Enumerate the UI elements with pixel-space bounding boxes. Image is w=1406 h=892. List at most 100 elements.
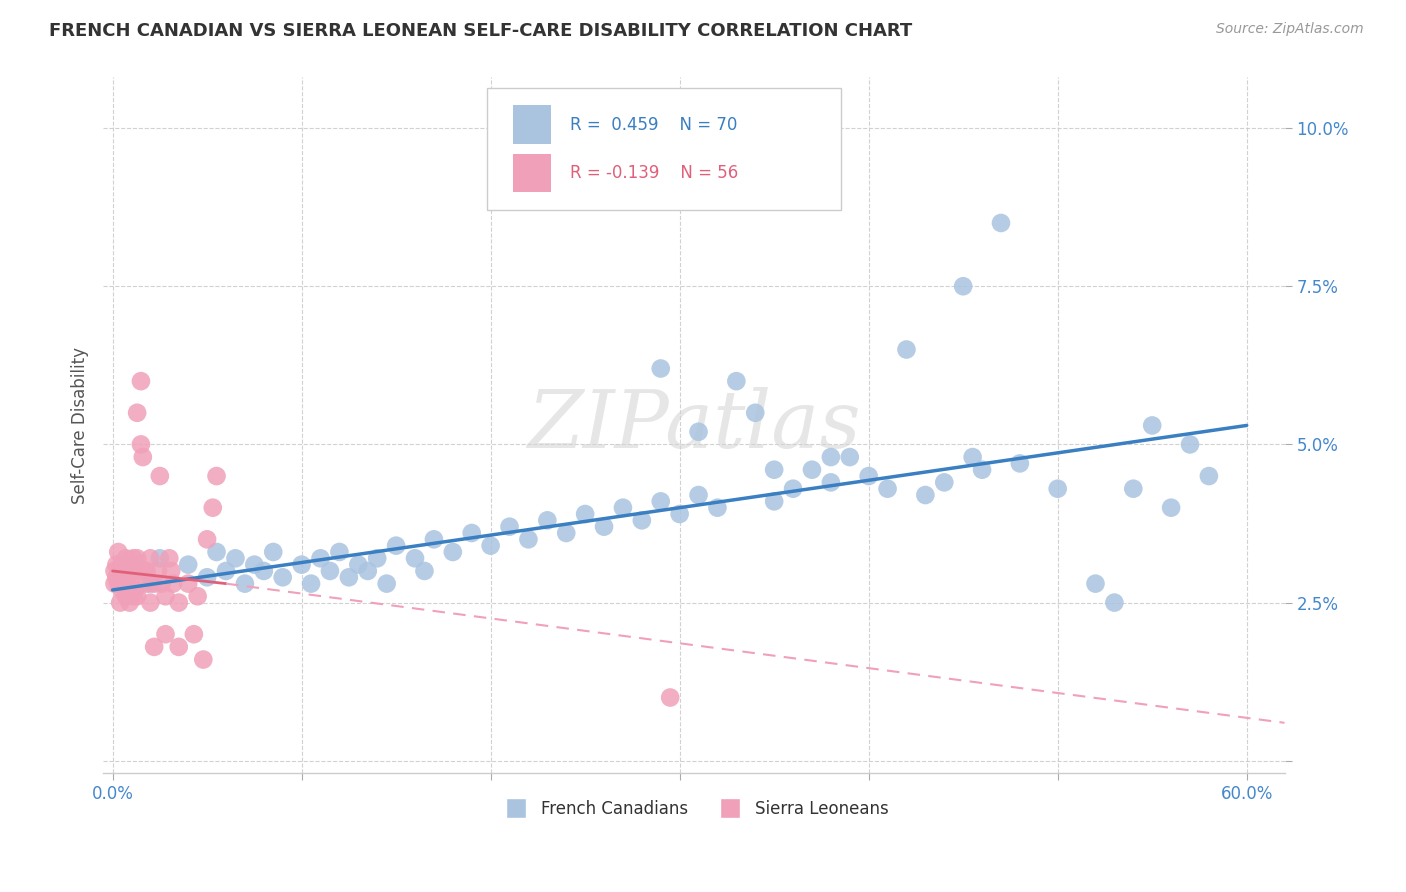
Point [858, 469, 880, 483]
Point [725, 374, 748, 388]
Point [112, 576, 135, 591]
Point [291, 558, 314, 572]
Point [117, 570, 139, 584]
Point [193, 652, 215, 666]
Point [187, 589, 209, 603]
Point [118, 558, 141, 572]
Point [357, 564, 380, 578]
Point [149, 469, 172, 483]
Point [896, 343, 918, 357]
Point [413, 564, 436, 578]
Point [215, 564, 238, 578]
Point [183, 627, 205, 641]
Point [574, 507, 596, 521]
Point [479, 539, 502, 553]
Point [111, 558, 134, 572]
Point [536, 513, 558, 527]
Point [195, 570, 218, 584]
Legend: French Canadians, Sierra Leoneans: French Canadians, Sierra Leoneans [492, 793, 896, 824]
Point [139, 551, 162, 566]
Point [498, 519, 520, 533]
Point [1104, 596, 1126, 610]
Point [299, 576, 322, 591]
Point [124, 558, 146, 572]
Point [205, 545, 228, 559]
Point [253, 564, 276, 578]
Point [1198, 469, 1220, 483]
Point [121, 576, 143, 591]
Point [876, 482, 898, 496]
Point [800, 463, 823, 477]
Point [107, 576, 129, 591]
Point [366, 551, 388, 566]
Point [127, 551, 149, 566]
Point [121, 564, 143, 578]
Text: ZIPatlas: ZIPatlas [527, 387, 860, 464]
Point [271, 570, 294, 584]
Point [782, 482, 804, 496]
Point [157, 551, 180, 566]
Point [441, 545, 464, 559]
Point [103, 564, 125, 578]
Point [688, 425, 710, 439]
Point [328, 545, 350, 559]
Point [127, 589, 149, 603]
Y-axis label: Self-Care Disability: Self-Care Disability [72, 347, 89, 504]
Point [143, 640, 166, 654]
Point [105, 558, 128, 572]
Point [201, 500, 224, 515]
Point [233, 576, 256, 591]
Point [1122, 482, 1144, 496]
Point [118, 596, 141, 610]
Point [139, 576, 162, 591]
Point [668, 507, 690, 521]
Point [914, 488, 936, 502]
Point [143, 576, 166, 591]
Point [114, 589, 136, 603]
Point [129, 437, 152, 451]
Point [112, 564, 135, 578]
Point [135, 576, 157, 591]
Text: R =  0.459    N = 70: R = 0.459 N = 70 [569, 116, 737, 134]
Point [763, 463, 786, 477]
Point [385, 539, 408, 553]
Point [128, 564, 150, 578]
Point [150, 576, 173, 591]
Point [167, 596, 190, 610]
Point [139, 596, 162, 610]
Point [1084, 576, 1107, 591]
Point [177, 558, 200, 572]
Point [319, 564, 342, 578]
Point [127, 406, 149, 420]
FancyBboxPatch shape [513, 154, 551, 193]
Point [1160, 500, 1182, 515]
Point [224, 551, 246, 566]
Point [114, 551, 136, 566]
Point [347, 558, 370, 572]
FancyBboxPatch shape [486, 88, 842, 210]
Point [309, 551, 332, 566]
Text: Source: ZipAtlas.com: Source: ZipAtlas.com [1216, 22, 1364, 37]
Point [162, 576, 184, 591]
Point [952, 279, 974, 293]
Point [195, 533, 218, 547]
Point [820, 475, 842, 490]
Point [1140, 418, 1163, 433]
Point [990, 216, 1012, 230]
Point [146, 564, 169, 578]
Point [517, 533, 540, 547]
Point [117, 582, 139, 597]
Point [108, 564, 131, 578]
Point [149, 551, 172, 566]
Point [177, 576, 200, 591]
Point [423, 533, 446, 547]
Point [404, 551, 426, 566]
Point [167, 640, 190, 654]
Point [262, 545, 284, 559]
Point [555, 526, 578, 541]
Point [132, 450, 155, 464]
Text: FRENCH CANADIAN VS SIERRA LEONEAN SELF-CARE DISABILITY CORRELATION CHART: FRENCH CANADIAN VS SIERRA LEONEAN SELF-C… [49, 22, 912, 40]
Point [134, 564, 156, 578]
Point [688, 488, 710, 502]
FancyBboxPatch shape [513, 105, 551, 144]
